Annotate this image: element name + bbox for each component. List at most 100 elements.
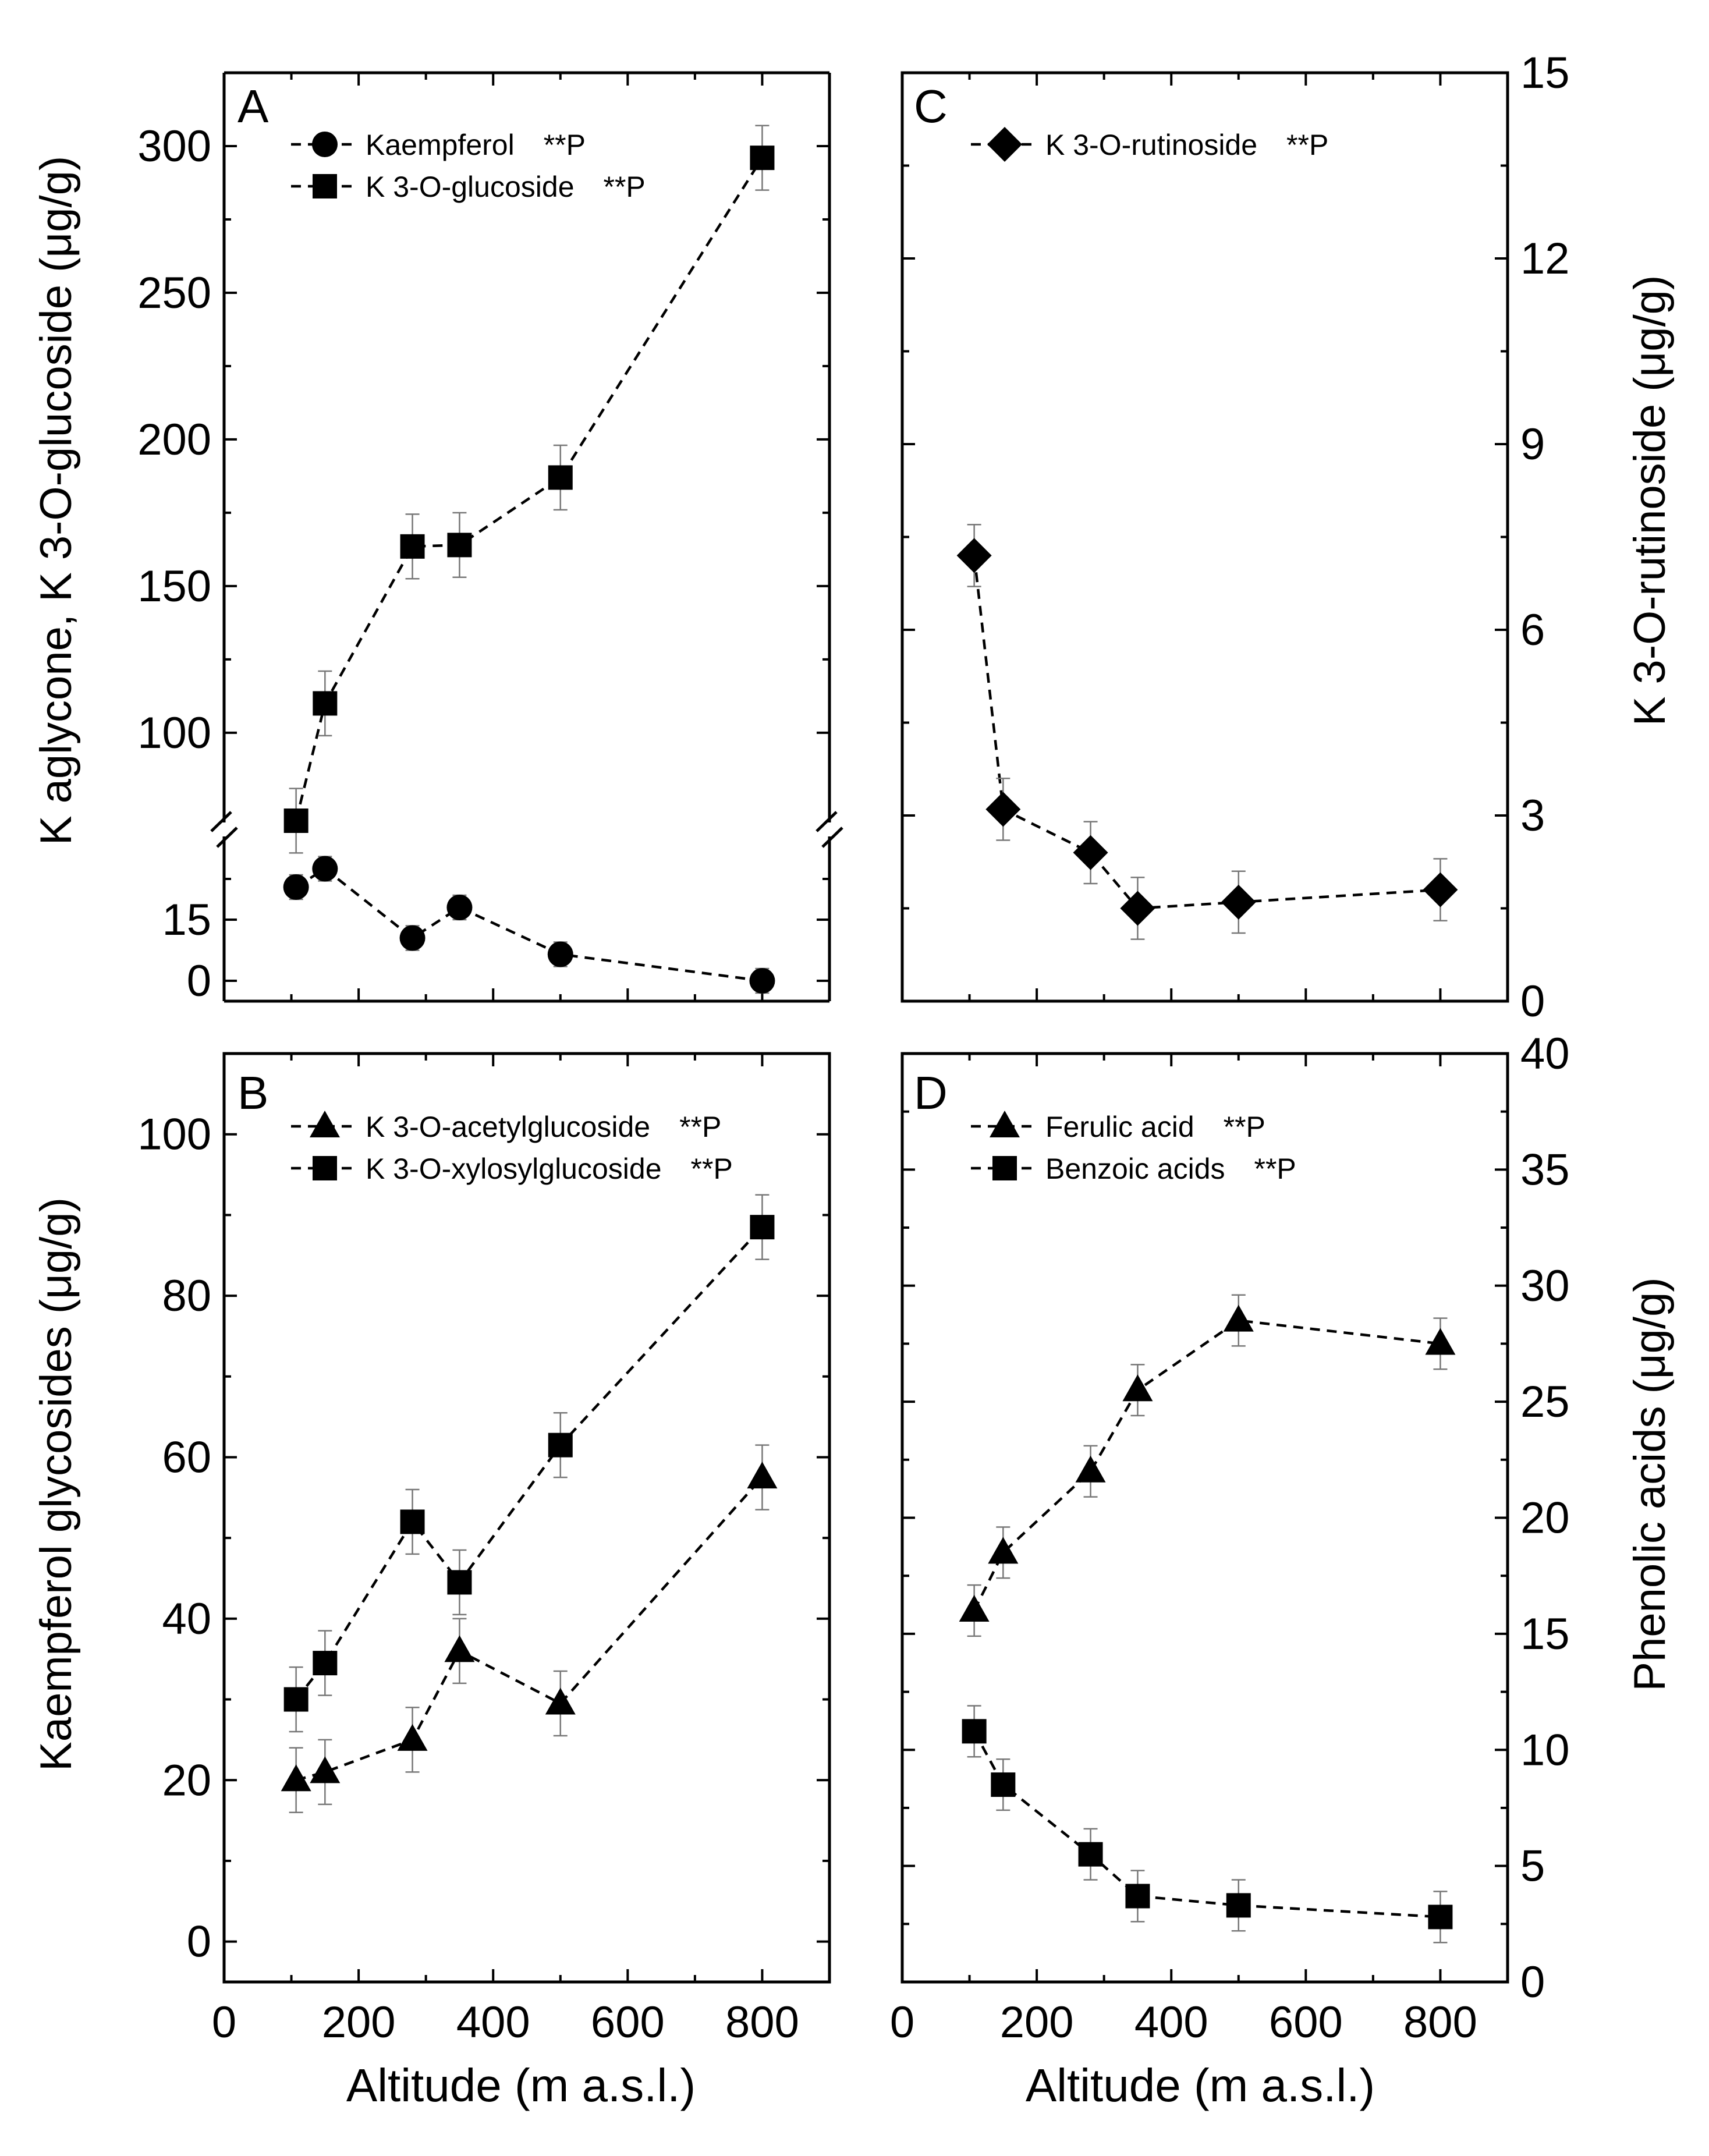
- panel-b-series-0-point-0: [281, 1764, 311, 1792]
- panel-b-series-1-line: [295, 1226, 764, 1700]
- x-axis-label-right: Altitude (m a.s.l.): [1026, 2059, 1375, 2111]
- panel-d-y-tick-label-7: 35: [1520, 1145, 1570, 1194]
- panel-b-legend-0-marker: [310, 1111, 340, 1137]
- panel-a-y-tick-label-5: 250: [137, 268, 211, 318]
- panel-b-series-1-point-0: [283, 1687, 309, 1712]
- panel-b-legend-1-significance: **P: [691, 1153, 733, 1185]
- panel-b-series-0-point-1: [310, 1756, 341, 1783]
- panel-b-legend-1-marker: [313, 1156, 337, 1180]
- panel-a-legend-0-significance: **P: [544, 129, 586, 161]
- panel-d-series-0-point-4: [1223, 1304, 1254, 1332]
- panel-d-legend-0-significance: **P: [1224, 1111, 1265, 1143]
- panel-a-series-1-point-3: [447, 533, 472, 558]
- panel-d-series-1-line: [973, 1731, 1441, 1919]
- panel-a-y-tick-label-6: 300: [137, 122, 211, 171]
- panel-d-frame: [900, 1052, 1509, 1984]
- panel-d-y-tick-label-1: 5: [1520, 1842, 1545, 1891]
- panel-d-ylabel: Phenolic acids (μg/g): [1625, 1277, 1675, 1691]
- panel-a-series-0-point-0: [283, 874, 309, 900]
- panel-b-y-tick-label-5: 100: [137, 1110, 211, 1159]
- panel-d-series-1-point-0: [962, 1719, 987, 1744]
- panel-b-series-1-point-4: [548, 1432, 573, 1458]
- panel-d-series-1-point-4: [1226, 1893, 1251, 1918]
- panel-d-series-0-point-5: [1425, 1328, 1456, 1355]
- panel-c-legend-0-label: K 3-O-rutinoside **P: [1045, 129, 1328, 161]
- panel-a-break-mark-1-a: [816, 811, 838, 832]
- panel-b-y-tick-label-2: 40: [162, 1594, 211, 1644]
- panel-b-series-0-point-5: [747, 1462, 778, 1489]
- panel-c-series-0-point-0: [956, 538, 992, 573]
- panel-a-series-1-point-0: [283, 808, 309, 833]
- panel-b-series-0-point-4: [545, 1687, 576, 1715]
- panel-d-series-0-line: [973, 1319, 1441, 1612]
- panel-d-series-0-point-2: [1075, 1455, 1106, 1483]
- panel-c: C K 3-O-rutinoside (μg/g) 0 3 6 9 12 15 K 3-O-…: [900, 48, 1675, 1026]
- panel-b-series-1-point-3: [447, 1570, 472, 1595]
- panel-c-series-0-point-1: [985, 792, 1021, 827]
- panel-b-series-1-point-2: [400, 1509, 425, 1534]
- panel-d-letter: D: [914, 1067, 948, 1119]
- panel-c-legend-0-significance: **P: [1286, 129, 1328, 161]
- panel-d-x-tick-label-1: 200: [1000, 1998, 1074, 2047]
- panel-a-series-0-point-5: [749, 968, 775, 994]
- panel-c-series-0-point-4: [1221, 884, 1256, 920]
- panel-b-x-tick-label-2: 400: [456, 1998, 530, 2047]
- panel-b-series-1-point-1: [313, 1651, 338, 1676]
- panel-b-x-tick-label-3: 600: [591, 1998, 665, 2047]
- panel-b-y-tick-label-3: 60: [162, 1432, 211, 1482]
- panel-a-series-1-line: [295, 157, 764, 821]
- panel-a-y-tick-label-4: 200: [137, 415, 211, 464]
- panel-d-x-tick-label-4: 800: [1403, 1998, 1477, 2047]
- panel-a-legend-1-marker: [313, 174, 337, 198]
- panel-d-y-tick-label-2: 10: [1520, 1725, 1570, 1775]
- panel-d-series-0-point-1: [988, 1537, 1019, 1564]
- panel-a: A K aglycone, K 3-O-glucoside (μg/g) 0 15…: [31, 71, 843, 1006]
- panel-d-x-tick-label-0: 0: [890, 1998, 914, 2047]
- panel-d-x-tick-label-2: 400: [1134, 1998, 1208, 2047]
- panel-b-legend-1-label: K 3-O-xylosylglucoside **P: [366, 1153, 733, 1185]
- panel-a-series-0-point-2: [399, 925, 426, 951]
- panel-c-series-0-point-2: [1073, 835, 1108, 870]
- panel-d-series-0-point-3: [1122, 1374, 1153, 1402]
- panel-d-y-tick-label-4: 20: [1520, 1494, 1570, 1543]
- panel-d-series-1-point-3: [1125, 1884, 1150, 1909]
- panel-b-series-0-line: [296, 1476, 764, 1782]
- panel-b-series-0-point-3: [444, 1635, 475, 1662]
- panel-b-letter: B: [237, 1067, 268, 1119]
- panel-a-legend-0-marker: [312, 132, 338, 157]
- panel-a-y-tick-label-0: 0: [187, 956, 211, 1006]
- panel-a-letter: A: [237, 80, 269, 132]
- panel-a-series-0-point-4: [547, 941, 573, 967]
- panel-c-series-0-line: [973, 555, 1441, 910]
- panel-a-series-0-line: [295, 867, 763, 983]
- panel-b-frame: [222, 1052, 831, 1984]
- panel-a-break-mark-0-b: [216, 827, 238, 848]
- panel-d-y-tick-label-8: 40: [1520, 1029, 1570, 1079]
- panel-a-series-1-point-2: [400, 534, 425, 559]
- panel-a-legend-1-significance: **P: [604, 171, 646, 203]
- panel-d-y-tick-label-3: 15: [1520, 1609, 1570, 1659]
- x-axis-label-left: Altitude (m a.s.l.): [346, 2059, 696, 2111]
- panel-a-legend-1-label: K 3-O-glucoside **P: [366, 171, 646, 203]
- panel-b-x-tick-label-0: 0: [212, 1998, 236, 2047]
- panel-b-x-tick-label-4: 800: [725, 1998, 799, 2047]
- panel-d-series-0-point-0: [959, 1595, 990, 1622]
- panel-c-y-tick-label-3: 9: [1520, 420, 1545, 469]
- panel-a-series-1-point-5: [750, 146, 775, 171]
- panel-b-series-0-point-2: [397, 1724, 428, 1751]
- panel-d-series-1-point-5: [1428, 1905, 1453, 1930]
- panel-b-y-tick-label-4: 80: [162, 1271, 211, 1321]
- panel-d-y-tick-label-0: 0: [1520, 1958, 1545, 2007]
- panel-a-break-mark-0-a: [210, 811, 232, 832]
- panel-d-legend-0-marker: [990, 1111, 1020, 1137]
- panel-d-series-1-point-1: [991, 1772, 1016, 1797]
- panel-a-series-0-point-1: [312, 856, 338, 882]
- panel-c-y-tick-label-4: 12: [1520, 234, 1570, 283]
- panel-d-legend-1-significance: **P: [1254, 1153, 1296, 1185]
- panel-c-y-tick-label-2: 6: [1520, 605, 1545, 655]
- panel-c-frame: [900, 71, 1509, 1003]
- panel-c-letter: C: [914, 80, 948, 132]
- panel-d-y-tick-label-6: 30: [1520, 1261, 1570, 1311]
- panel-a-series-1-point-1: [313, 691, 338, 716]
